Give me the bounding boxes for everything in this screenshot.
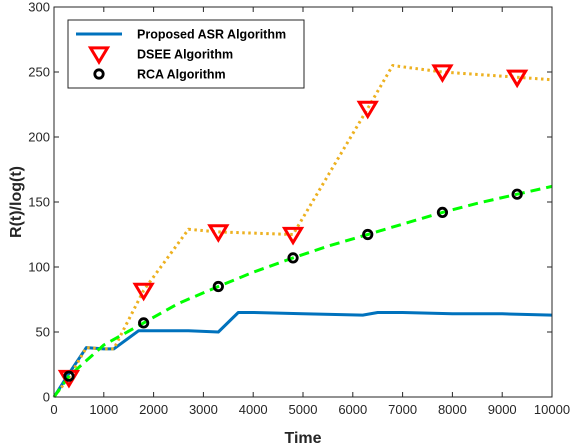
y-tick-label: 150 [28,195,50,210]
data-point-series-3 [63,370,75,382]
data-point-series-3 [362,228,374,241]
data-point-series-3 [511,188,523,200]
y-tick-label: 300 [28,0,50,15]
x-tick-label: 4000 [239,402,268,417]
legend-swatch-marker [93,68,105,80]
x-tick-label: 0 [50,402,57,417]
data-point-series-2 [281,226,305,246]
data-point-series-2 [356,100,379,120]
data-point-series-3 [436,206,449,218]
axis-ticks: 0 1000 2000 3000 4000 5000 6000 7000 8000 9000 100… [28,0,570,417]
data-point-series-3 [212,280,224,293]
x-tick-label: 1000 [89,402,118,417]
x-tick-label: 7000 [388,402,417,417]
legend: Proposed ASR Algorithm DSEE Algorithm RCA … [67,19,305,89]
x-tick-label: 6000 [338,402,367,417]
legend-box [67,19,305,89]
y-tick-label: 50 [36,325,50,340]
series-line-2 [52,64,553,398]
x-tick-label: 10000 [534,402,570,417]
y-axis-title: R(t)/log(t) [8,166,25,238]
series-line-3 [52,184,553,398]
series-markers [57,64,529,389]
y-tick-label: 0 [43,390,50,405]
x-tick-label: 5000 [289,402,318,417]
x-axis-title: Time [284,430,321,447]
y-tick-label: 250 [28,65,50,80]
data-point-series-2 [207,224,230,243]
x-tick-label: 3000 [189,402,218,417]
legend-swatch-marker [87,46,111,65]
legend-label: RCA Algorithm [137,68,226,82]
series-lines [52,64,553,398]
data-point-series-2 [132,282,155,302]
data-point-series-3 [287,252,299,264]
data-point-series-2 [505,69,529,89]
x-tick-label: 9000 [488,402,517,417]
series-line-1 [52,311,553,398]
data-point-series-2 [431,64,454,83]
y-tick-label: 100 [28,260,50,275]
x-tick-label: 8000 [438,402,467,417]
x-tick-label: 2000 [139,402,168,417]
legend-label: DSEE Algorithm [137,48,233,62]
y-tick-label: 200 [28,130,50,145]
data-point-series-3 [138,317,150,329]
legend-label: Proposed ASR Algorithm [137,28,286,42]
